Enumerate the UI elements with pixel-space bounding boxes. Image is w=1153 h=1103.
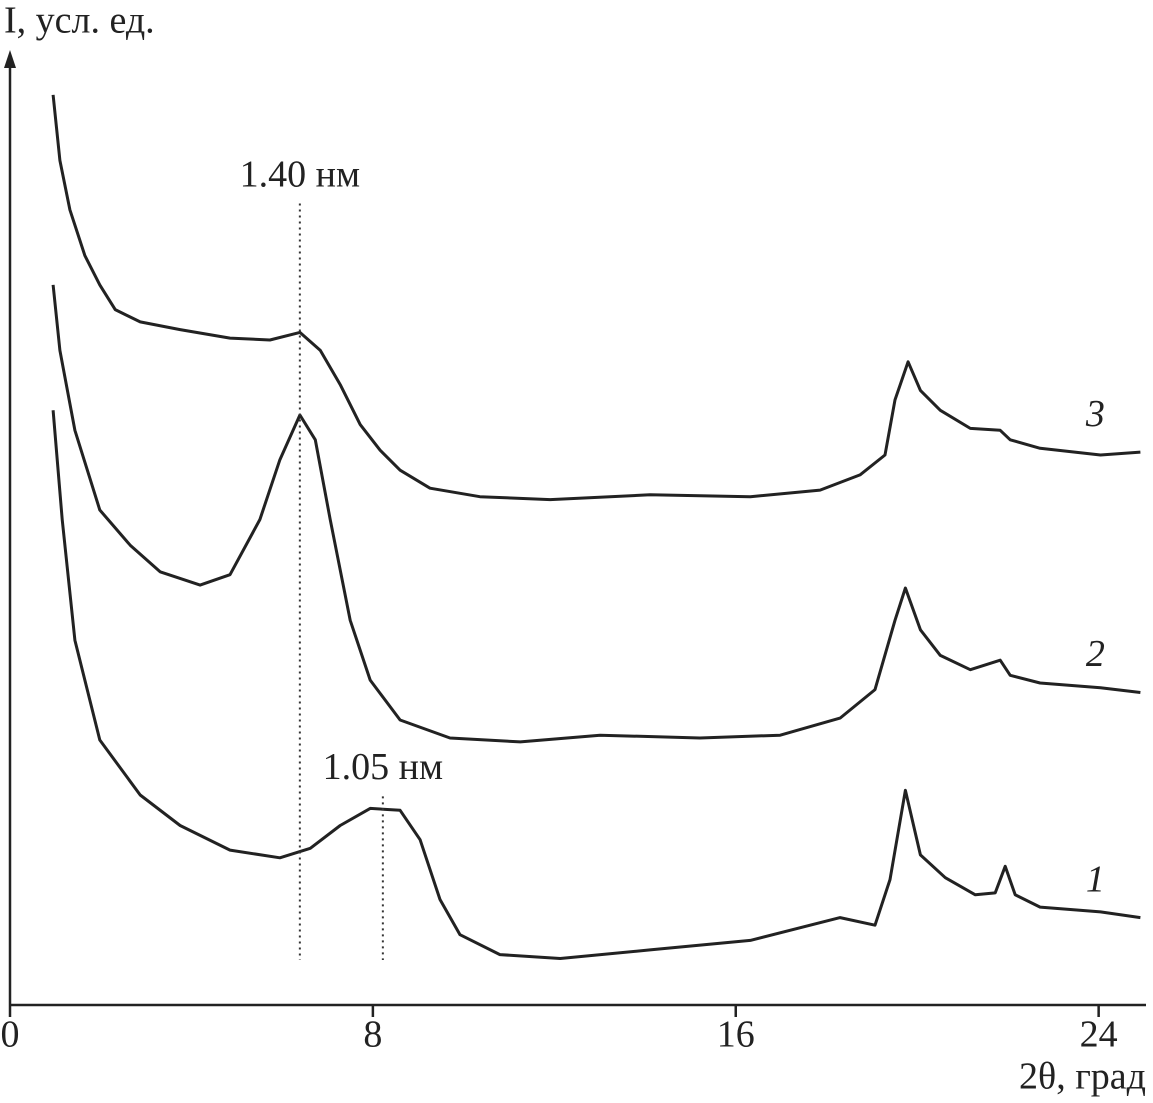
series-label: 1 <box>1086 858 1105 900</box>
series-label: 3 <box>1085 393 1105 435</box>
series-line <box>51 284 1141 744</box>
y-axis-label: I, усл. ед. <box>4 0 155 42</box>
y-axis-arrow <box>4 50 16 68</box>
x-tick-label: 8 <box>363 1014 382 1056</box>
x-tick-label: 24 <box>1080 1014 1118 1056</box>
x-tick-label: 0 <box>1 1014 20 1056</box>
annotation-label: 1.05 нм <box>323 746 443 788</box>
series-label: 2 <box>1086 633 1105 675</box>
x-axis-label: 2θ, град <box>1019 1056 1146 1098</box>
series-line <box>51 94 1141 502</box>
series-line <box>51 410 1141 960</box>
annotation-label: 1.40 нм <box>240 153 360 195</box>
x-tick-label: 16 <box>717 1014 755 1056</box>
